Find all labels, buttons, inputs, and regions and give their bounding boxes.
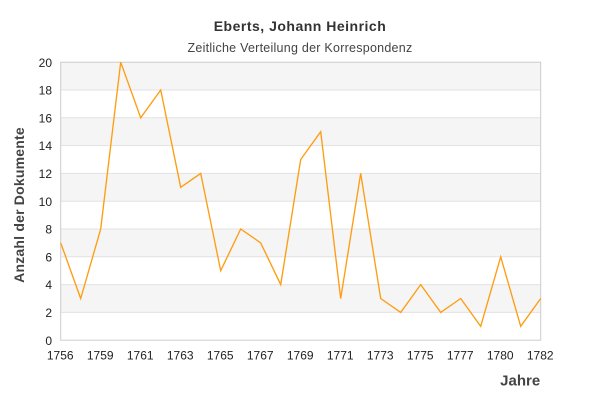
svg-text:4: 4: [45, 278, 52, 292]
svg-text:1763: 1763: [167, 349, 194, 363]
svg-text:1756: 1756: [47, 349, 74, 363]
svg-text:12: 12: [39, 167, 53, 181]
svg-text:8: 8: [45, 223, 52, 237]
svg-text:14: 14: [39, 139, 53, 153]
svg-text:2: 2: [45, 306, 52, 320]
svg-text:20: 20: [39, 56, 53, 70]
svg-text:1761: 1761: [127, 349, 154, 363]
svg-text:1771: 1771: [327, 349, 354, 363]
svg-text:1765: 1765: [207, 349, 234, 363]
svg-text:18: 18: [39, 84, 53, 98]
svg-text:1759: 1759: [87, 349, 114, 363]
svg-text:16: 16: [39, 111, 53, 125]
svg-text:Zeitliche Verteilung der Korre: Zeitliche Verteilung der Korrespondenz: [188, 41, 413, 55]
svg-text:1767: 1767: [247, 349, 274, 363]
svg-text:1780: 1780: [487, 349, 514, 363]
svg-text:Eberts, Johann Heinrich: Eberts, Johann Heinrich: [214, 18, 387, 34]
svg-text:1773: 1773: [367, 349, 394, 363]
svg-text:10: 10: [39, 195, 53, 209]
svg-text:Anzahl der Dokumente: Anzahl der Dokumente: [11, 127, 27, 283]
svg-text:1782: 1782: [527, 349, 554, 363]
svg-text:1775: 1775: [407, 349, 434, 363]
svg-text:1769: 1769: [287, 349, 314, 363]
svg-text:0: 0: [45, 334, 52, 348]
svg-text:Jahre: Jahre: [500, 373, 540, 390]
svg-text:6: 6: [45, 250, 52, 264]
svg-text:1777: 1777: [447, 349, 474, 363]
